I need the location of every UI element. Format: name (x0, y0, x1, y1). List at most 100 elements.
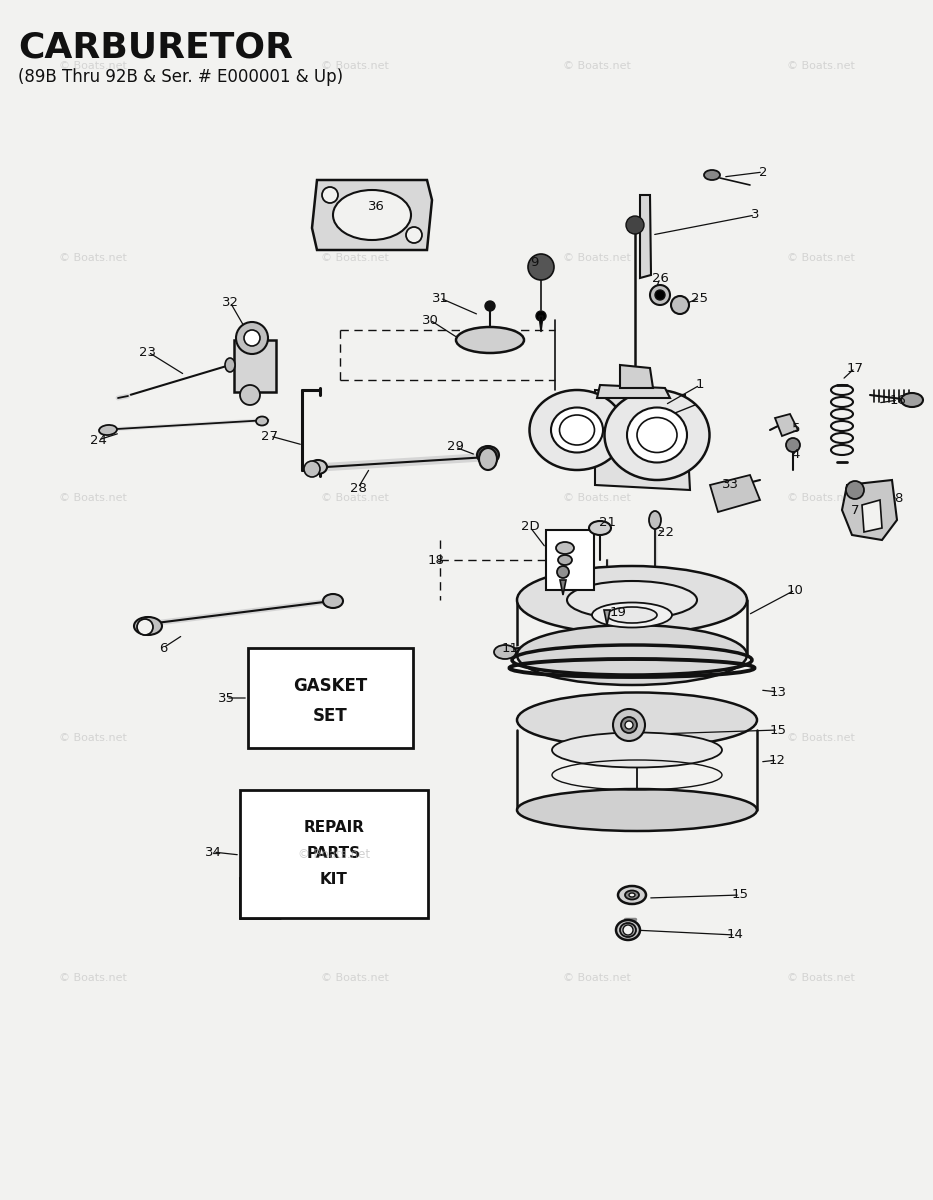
Text: © Boats.net: © Boats.net (787, 973, 855, 983)
Text: © Boats.net: © Boats.net (60, 733, 127, 743)
Text: 10: 10 (787, 583, 803, 596)
Polygon shape (312, 180, 432, 250)
Text: 4: 4 (792, 449, 801, 462)
Text: 28: 28 (350, 481, 367, 494)
Text: 36: 36 (368, 199, 384, 212)
Text: 25: 25 (691, 292, 708, 305)
Ellipse shape (627, 408, 687, 462)
Text: © Boats.net: © Boats.net (60, 253, 127, 263)
FancyBboxPatch shape (248, 648, 413, 748)
Text: 21: 21 (600, 516, 617, 529)
Ellipse shape (494, 646, 516, 659)
Circle shape (528, 254, 554, 280)
Ellipse shape (309, 460, 327, 474)
Text: © Boats.net: © Boats.net (321, 61, 388, 71)
Polygon shape (560, 580, 566, 595)
Ellipse shape (618, 886, 646, 904)
Text: 30: 30 (422, 313, 439, 326)
Ellipse shape (517, 566, 747, 634)
Ellipse shape (625, 890, 639, 900)
Ellipse shape (479, 448, 497, 470)
Ellipse shape (323, 594, 343, 608)
Ellipse shape (517, 692, 757, 748)
Text: 7: 7 (851, 504, 859, 516)
Text: 16: 16 (889, 394, 907, 407)
Text: (89B Thru 92B & Ser. # E000001 & Up): (89B Thru 92B & Ser. # E000001 & Up) (18, 68, 343, 86)
Polygon shape (539, 316, 543, 332)
Text: 8: 8 (894, 492, 902, 504)
Ellipse shape (649, 511, 661, 529)
FancyBboxPatch shape (234, 340, 276, 392)
Ellipse shape (607, 607, 657, 623)
Text: © Boats.net: © Boats.net (321, 253, 388, 263)
Text: 34: 34 (204, 846, 221, 858)
Circle shape (406, 227, 422, 242)
Ellipse shape (552, 732, 722, 768)
Text: © Boats.net: © Boats.net (60, 61, 127, 71)
Text: © Boats.net: © Boats.net (564, 733, 631, 743)
Polygon shape (595, 390, 690, 490)
Text: 5: 5 (792, 421, 801, 434)
Ellipse shape (629, 893, 635, 898)
Text: REPAIR: REPAIR (303, 821, 365, 835)
Ellipse shape (567, 581, 697, 619)
Ellipse shape (333, 190, 411, 240)
Ellipse shape (556, 542, 574, 554)
Circle shape (625, 721, 633, 728)
Text: 15: 15 (731, 888, 748, 901)
Circle shape (322, 187, 338, 203)
Polygon shape (775, 414, 798, 436)
Circle shape (137, 619, 153, 635)
Ellipse shape (560, 415, 594, 445)
Text: 23: 23 (140, 346, 157, 359)
Text: 35: 35 (217, 691, 234, 704)
Ellipse shape (557, 566, 569, 578)
Text: CARBURETOR: CARBURETOR (18, 30, 293, 64)
Text: © Boats.net: © Boats.net (787, 493, 855, 503)
Ellipse shape (517, 625, 747, 685)
Ellipse shape (99, 425, 117, 436)
Ellipse shape (530, 390, 624, 470)
Text: 6: 6 (159, 642, 167, 654)
Text: © Boats.net: © Boats.net (564, 493, 631, 503)
Text: © Boats.net: © Boats.net (321, 493, 388, 503)
Ellipse shape (225, 358, 235, 372)
Text: © Boats.net: © Boats.net (60, 973, 127, 983)
Text: © Boats.net: © Boats.net (60, 493, 127, 503)
FancyBboxPatch shape (546, 530, 594, 590)
Circle shape (236, 322, 268, 354)
Polygon shape (597, 385, 670, 398)
Text: 19: 19 (609, 606, 626, 618)
Polygon shape (862, 500, 882, 532)
Ellipse shape (589, 521, 611, 535)
Text: 18: 18 (427, 553, 444, 566)
Ellipse shape (901, 392, 923, 407)
Text: 17: 17 (846, 361, 864, 374)
Ellipse shape (477, 446, 499, 464)
Text: © Boats.net: © Boats.net (787, 61, 855, 71)
Ellipse shape (134, 617, 162, 635)
Text: © Boats.net: © Boats.net (564, 61, 631, 71)
Text: 13: 13 (770, 685, 787, 698)
Circle shape (613, 709, 645, 740)
Text: 9: 9 (530, 256, 538, 269)
Text: © Boats.net: © Boats.net (564, 973, 631, 983)
Ellipse shape (456, 326, 524, 353)
Text: © Boats.net: © Boats.net (787, 733, 855, 743)
Polygon shape (640, 194, 651, 278)
Text: 2D: 2D (521, 521, 539, 534)
Text: 1: 1 (696, 378, 704, 391)
Text: 3: 3 (751, 209, 759, 222)
Ellipse shape (704, 170, 720, 180)
Polygon shape (710, 475, 760, 512)
Ellipse shape (616, 920, 640, 940)
Polygon shape (842, 480, 897, 540)
Circle shape (623, 925, 633, 935)
Text: © Boats.net: © Boats.net (321, 973, 388, 983)
Text: 11: 11 (502, 642, 519, 654)
Ellipse shape (605, 390, 709, 480)
Text: GASKET: GASKET (293, 677, 367, 695)
Text: 33: 33 (721, 479, 739, 492)
Text: 22: 22 (658, 526, 675, 539)
Ellipse shape (637, 418, 677, 452)
